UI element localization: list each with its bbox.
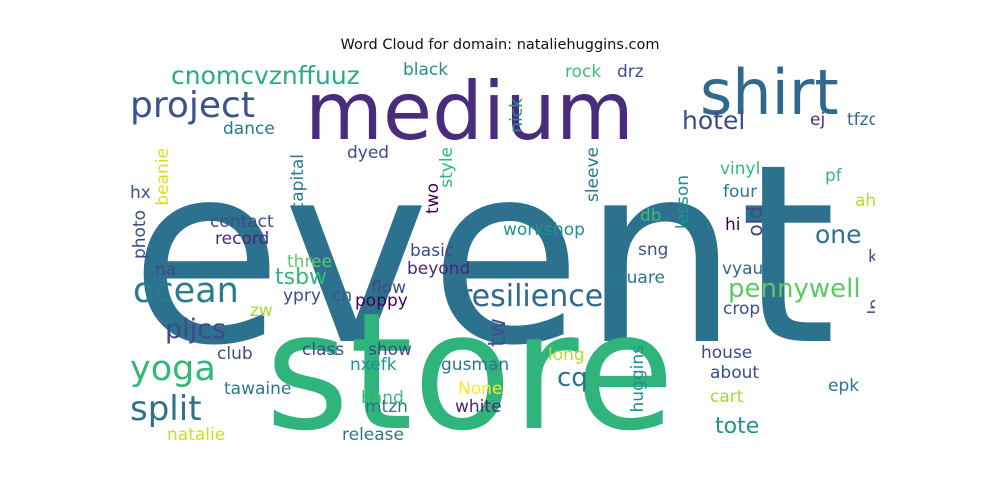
word-split: split [130,389,202,429]
word-record: record [215,229,270,249]
word-pf: pf [825,166,842,186]
word-shirt: shirt [700,60,839,129]
word-na: na [155,260,177,280]
word-tawaine: tawaine [224,379,292,399]
word-long: long [548,345,585,365]
word-tw: tw [483,318,511,348]
word-natalie: natalie [167,425,226,445]
word-db: db [640,206,662,226]
word-epk: epk [828,376,860,396]
word-hx: hx [130,183,151,203]
word-black: black [403,60,449,80]
word-cn: cn [332,286,353,306]
word-beyond: beyond [407,259,471,279]
word-club: club [217,344,253,364]
word-three: three [287,252,332,272]
word-huggins: huggins [628,345,648,413]
word-hand: hand [361,388,404,408]
word-ky: ky [868,247,875,267]
word-style: style [437,147,457,188]
word-yoga: yoga [130,349,216,389]
word-none: None [458,379,503,399]
word-ocean: ocean [133,271,239,311]
word-ahg: ahg [855,191,875,211]
word-poppy: poppy [355,291,408,311]
word-tote: tote [715,414,760,439]
word-crop: crop [723,299,761,319]
word-gusman: gusman [441,355,510,375]
word-about: about [710,363,760,383]
word-medium: medium [305,65,634,158]
word-sleeve: sleeve [583,147,603,203]
word-contact: contact [210,212,274,232]
word-square: square [607,268,665,288]
word-vyauk: vyauk [722,259,774,279]
word-cq: cq [557,363,588,393]
word-nxefk: nxefk [350,355,397,375]
word-sng: sng [638,240,669,260]
word-zw: zw [250,301,273,321]
word-flow: flow [371,278,407,298]
word-dyed: dyed [347,143,390,163]
word-photo: photo [130,210,150,260]
word-release: release [342,425,404,445]
chart-title: Word Cloud for domain: nataliehuggins.co… [340,37,660,53]
word-hotel: hotel [682,106,746,135]
word-beanie: beanie [153,148,173,206]
word-mtzn: mtzn [365,397,408,417]
word-cnomcvznffuuz: cnomcvznffuuz [171,61,360,90]
word-basic: basic [410,241,455,261]
word-show: show [368,340,412,360]
word-pennywell: pennywell [728,274,861,304]
word-event: event [130,112,837,400]
word-nick: nick [507,98,527,133]
word-project: project [130,85,255,126]
word-ej: ej [810,110,826,130]
word-ypry: ypry [283,286,321,306]
word-lp: lp [865,299,875,315]
word-cloud: event store medium shirt project cnomcvznffuu… [125,60,875,451]
word-hi: hi [725,215,741,235]
word-cart: cart [710,387,744,407]
word-rock: rock [565,62,602,82]
word-two: two [423,183,443,214]
word-pljcs: pljcs [165,314,227,345]
word-lesson: lesson [673,175,693,230]
word-store: store [265,279,675,450]
word-old: old [743,206,767,237]
word-drz: drz [617,62,644,82]
word-one: one [815,220,862,249]
word-dance: dance [223,119,275,139]
word-class: class [302,340,345,360]
word-capital: capital [288,154,308,212]
word-house: house [701,343,753,363]
word-tsbw: tsbw [275,265,328,290]
word-four: four [723,182,758,202]
word-workshop: workshop [503,220,585,240]
word-white: white [455,397,502,417]
word-resilience: resilience [460,279,604,314]
word-vinyl: vinyl [720,159,761,179]
word-tfzq: tfzq [847,110,875,130]
